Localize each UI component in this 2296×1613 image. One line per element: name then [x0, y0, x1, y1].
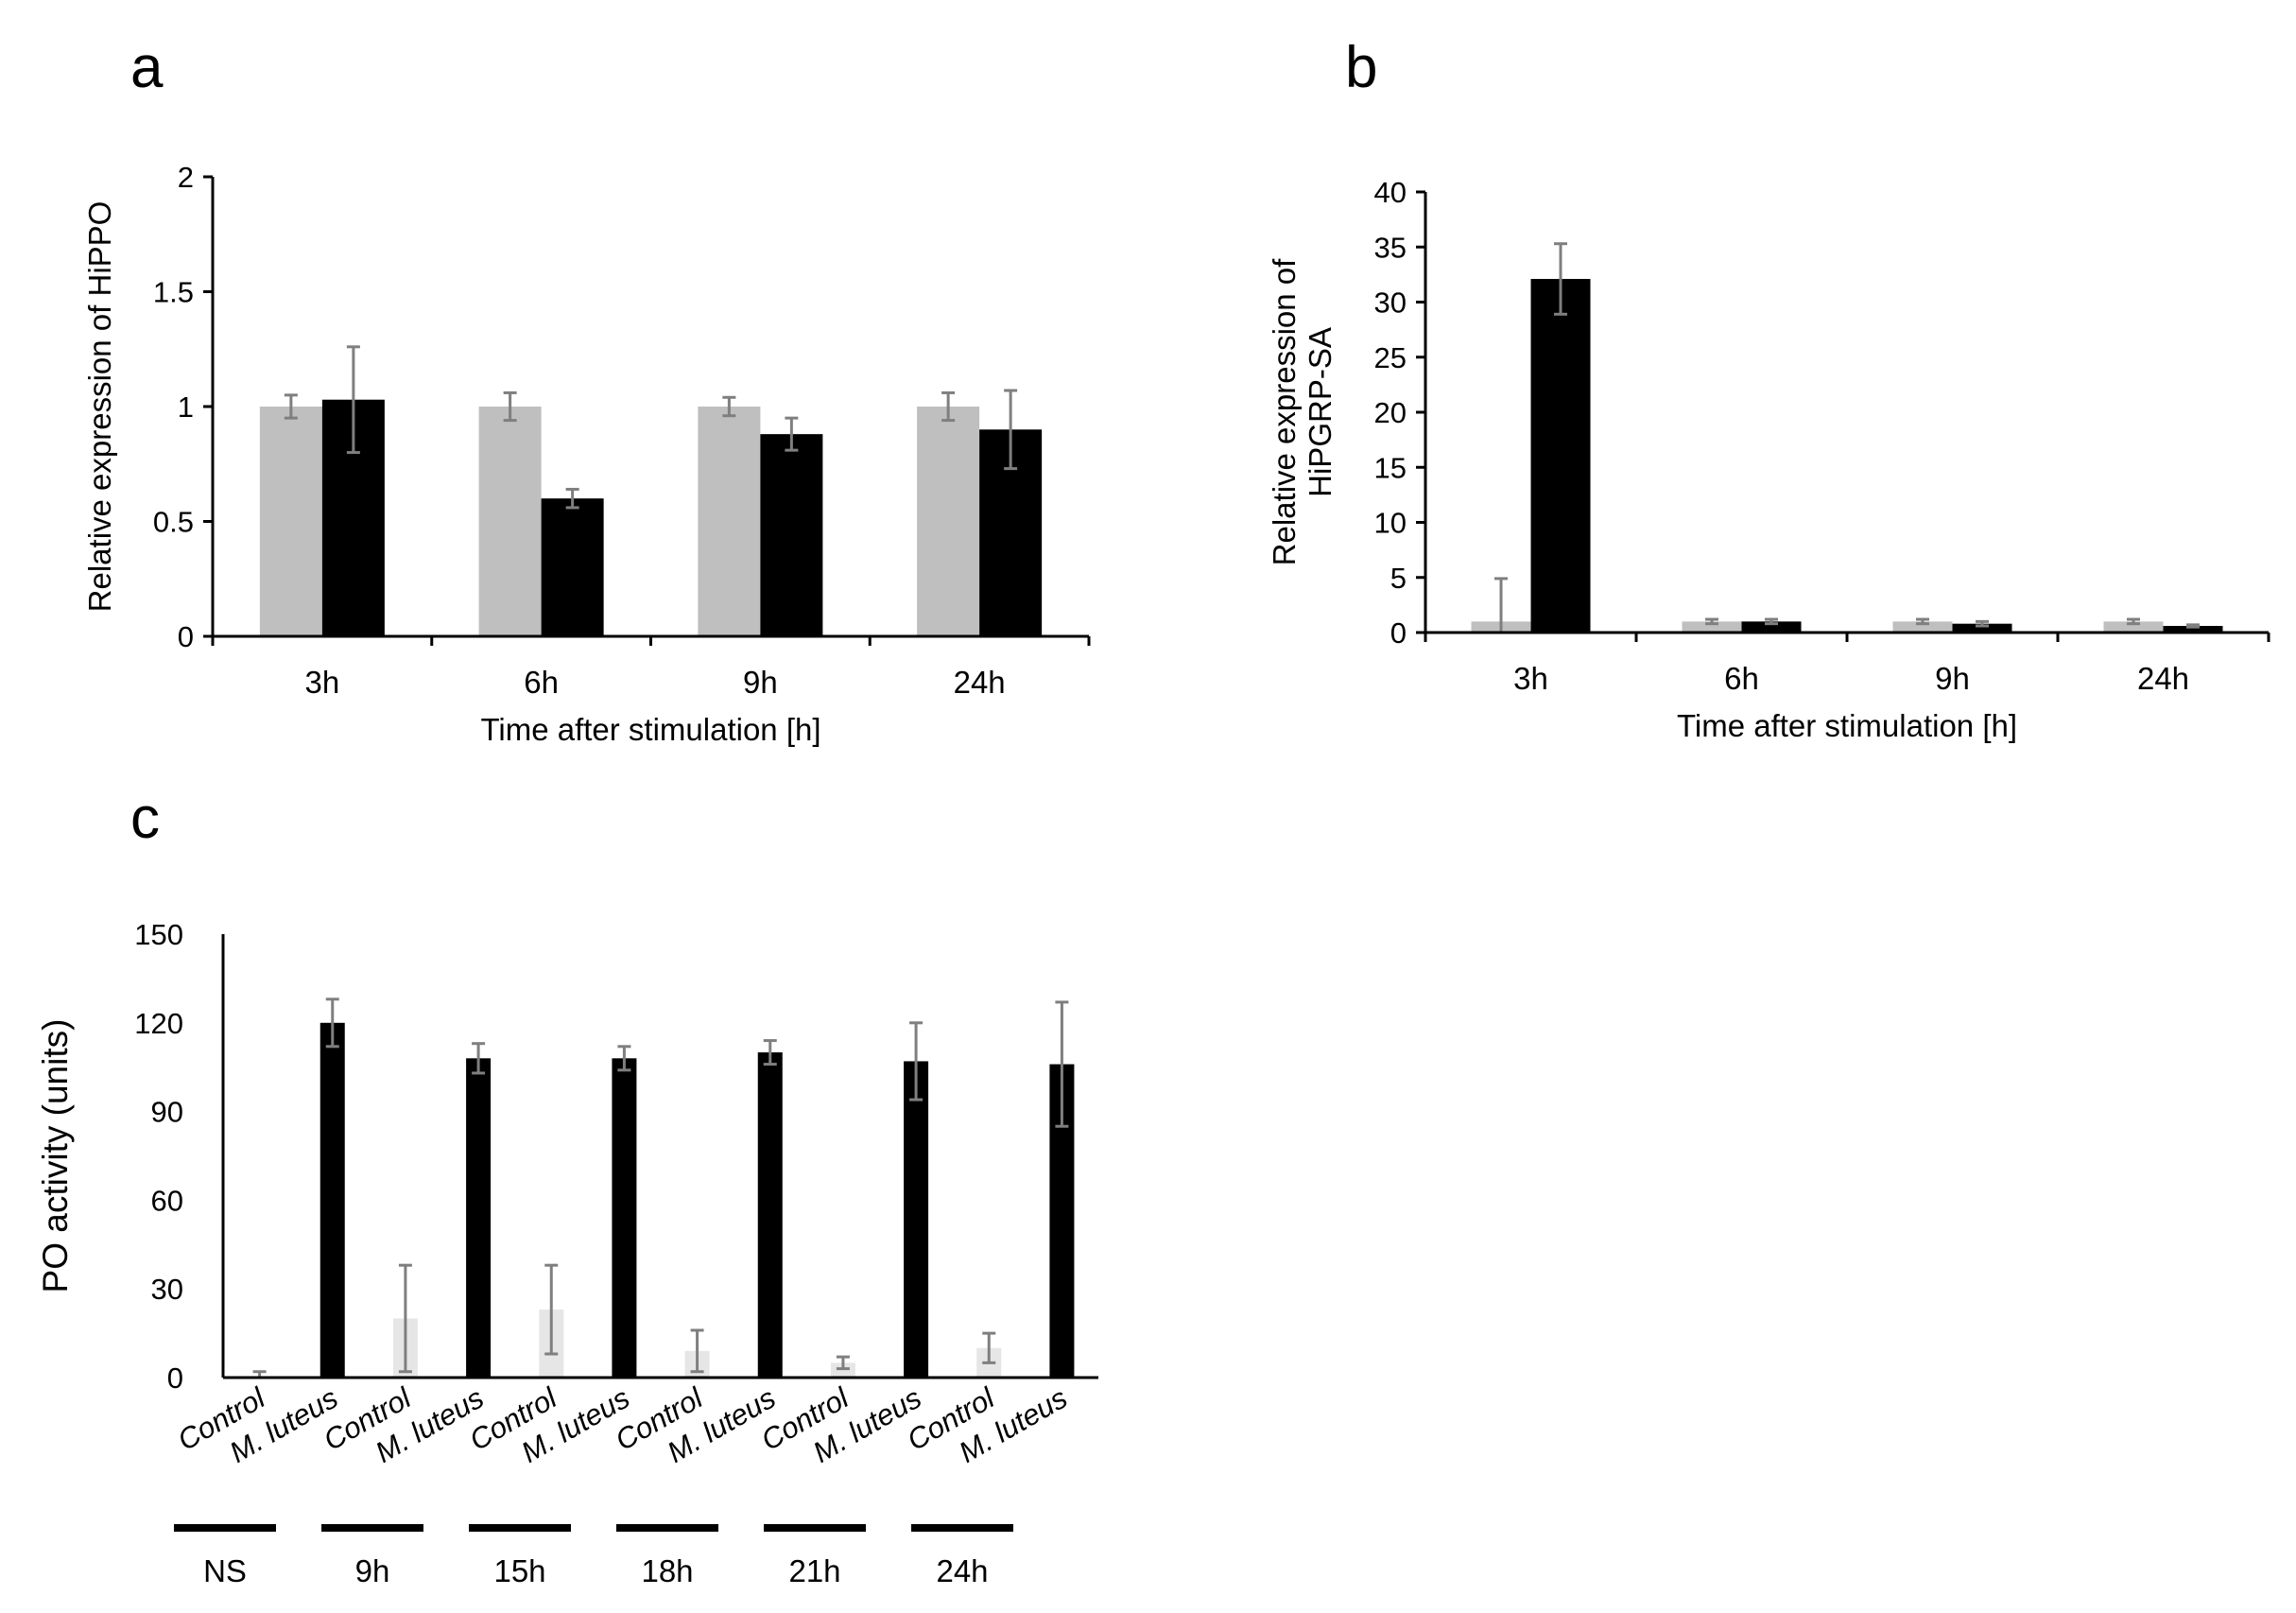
x-tick-label: 6h [1724, 661, 1759, 696]
group-label: 21h [788, 1553, 840, 1588]
y-tick-label: 60 [151, 1184, 183, 1217]
y-tick-label: 40 [1374, 176, 1407, 209]
bar-treated [466, 1058, 492, 1378]
y-axis-title: HiPGRP-SA [1303, 327, 1338, 497]
group-label: 24h [936, 1553, 988, 1588]
y-axis-title: Relative expression of [1267, 258, 1302, 565]
y-tick-label: 2 [178, 161, 194, 194]
y-tick-label: 0 [1390, 616, 1407, 650]
chart-a: 0 0.5 1 1.5 2 3h 6h 9h 24h Time after stimulation… [82, 161, 1091, 747]
y-axis-title: PO activity (units) [36, 1019, 75, 1293]
group-label: 18h [641, 1553, 693, 1588]
y-tick-label: 0.5 [153, 506, 194, 539]
bar-control [2103, 621, 2164, 633]
y-tick-label: 30 [151, 1273, 183, 1306]
bar-treated [612, 1058, 637, 1378]
group-label: NS [203, 1553, 247, 1588]
panel-label-b: b [1345, 35, 1377, 100]
bar-control [1682, 621, 1742, 633]
x-axis-title: Time after stimulation [h] [1677, 708, 2017, 743]
y-tick-label: 150 [134, 918, 183, 951]
group-label: 15h [493, 1553, 545, 1588]
bar-treated [541, 498, 604, 636]
x-tick-label: 6h [524, 665, 559, 700]
bar-treated [757, 1052, 783, 1378]
x-tick-label: 9h [1935, 661, 1970, 696]
x-tick-label: 3h [1513, 661, 1548, 696]
bar-control [478, 407, 542, 636]
bar-treated [2163, 626, 2223, 633]
y-tick-label: 120 [134, 1007, 183, 1040]
bar-treated [760, 434, 823, 636]
bar-control [1892, 621, 1953, 633]
group-label: 9h [355, 1553, 390, 1588]
y-tick-label: 15 [1374, 451, 1407, 484]
bar-treated [1952, 623, 2012, 633]
bar-control [917, 407, 980, 636]
y-axis-title: Relative expression of HiPPO [82, 201, 117, 613]
y-tick-label: 1 [178, 390, 194, 424]
bar-treated [904, 1061, 929, 1378]
y-tick-label: 35 [1374, 231, 1407, 264]
x-tick-label: 24h [2137, 661, 2189, 696]
bar-treated [1530, 279, 1591, 633]
y-tick-label: 10 [1374, 507, 1407, 540]
bar-treated [319, 1022, 345, 1378]
x-tick-label: 24h [954, 665, 1006, 700]
y-tick-label: 20 [1374, 396, 1407, 429]
x-tick-label: 3h [305, 665, 340, 700]
bar-control [698, 407, 761, 636]
y-tick-label: 90 [151, 1096, 183, 1129]
y-tick-label: 0 [167, 1362, 183, 1395]
y-tick-label: 25 [1374, 341, 1407, 374]
bar-control [830, 1362, 855, 1378]
y-tick-label: 30 [1374, 286, 1407, 320]
y-tick-label: 1.5 [153, 276, 194, 309]
bar-control [259, 407, 322, 636]
panel-label-a: a [130, 35, 164, 100]
panel-label-c: c [130, 786, 160, 851]
y-tick-label: 0 [178, 620, 194, 653]
chart-b: 0 5 10 15 20 25 30 35 40 3h 6h 9h 24h Time after stim… [1267, 176, 2270, 743]
x-axis-title: Time after stimulation [h] [480, 712, 820, 747]
x-tick-label: 9h [743, 665, 778, 700]
bar-treated [1741, 621, 1802, 633]
y-tick-label: 5 [1390, 562, 1407, 595]
